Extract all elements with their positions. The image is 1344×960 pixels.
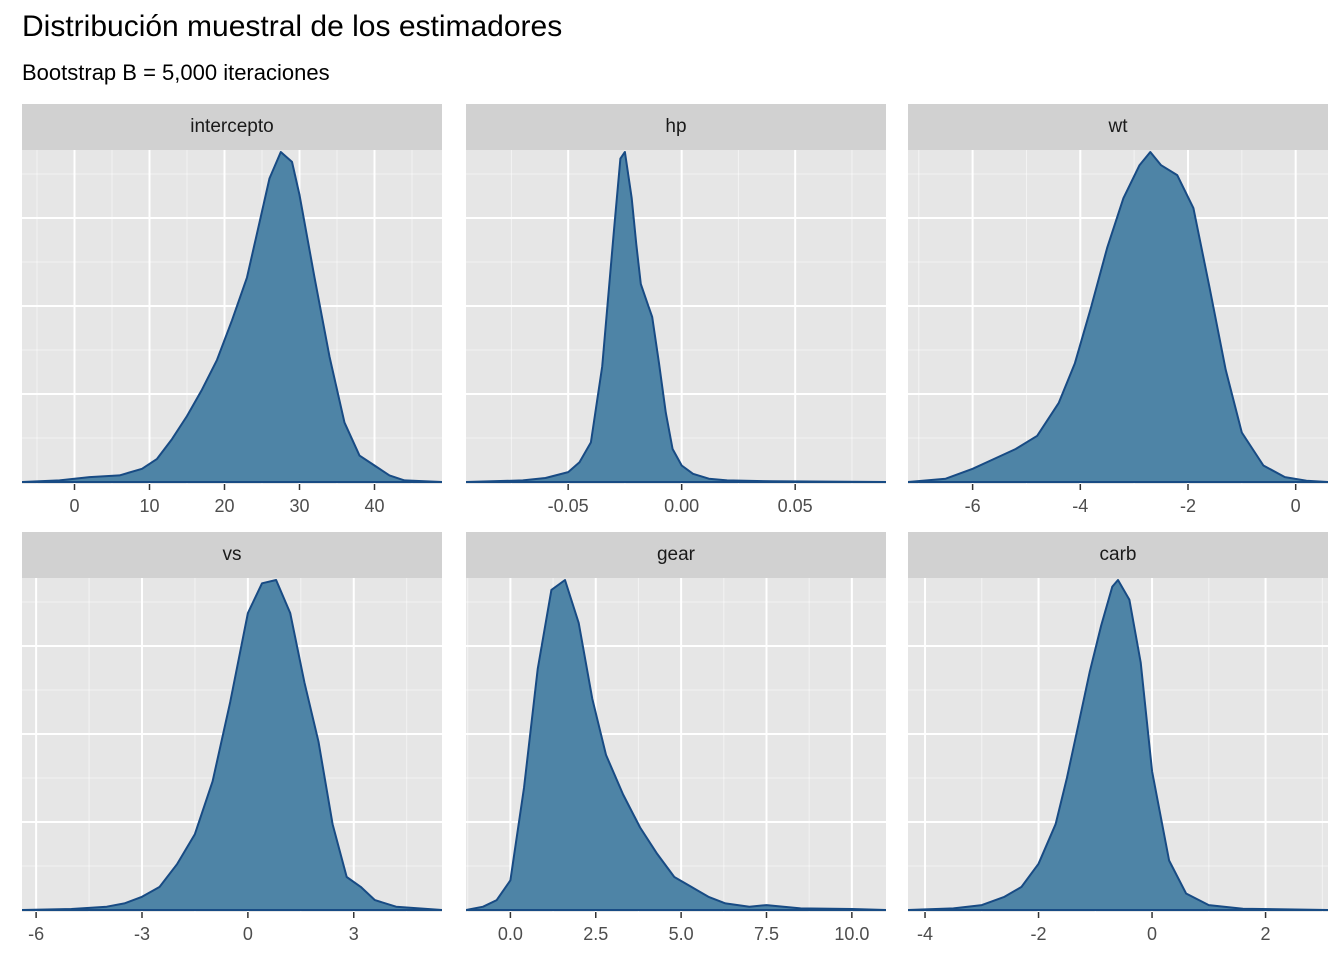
x-tick-label: 5.0 (669, 924, 694, 944)
facet-strip-label: carb (908, 532, 1328, 578)
x-tick-label: 7.5 (754, 924, 779, 944)
x-tick-label: 3 (349, 924, 359, 944)
density-plot: -6 -3 0 3 (22, 578, 442, 944)
facet-panel: gear 0.0 2.5 5.0 7.5 10.0 (466, 532, 886, 960)
chart-subtitle: Bootstrap B = 5,000 iteraciones (22, 60, 330, 85)
density-area (22, 151, 442, 483)
facet-panel: hp -0.05 0.00 0.05 (466, 104, 886, 532)
x-tick-label: 10.0 (834, 924, 869, 944)
density-area (908, 579, 1328, 911)
x-tick-label: 2.5 (583, 924, 608, 944)
density-area (22, 579, 442, 911)
density-area (908, 151, 1328, 483)
x-tick-label: 2 (1261, 924, 1271, 944)
x-tick-label: -2 (1031, 924, 1047, 944)
facet-panel: carb -4 -2 0 2 (908, 532, 1328, 960)
x-tick-label: 0 (69, 496, 79, 516)
facet-panel: wt -6 -4 -2 0 (908, 104, 1328, 532)
x-tick-label: 30 (289, 496, 309, 516)
x-tick-label: 0.05 (778, 496, 813, 516)
x-tick-label: 0.00 (664, 496, 699, 516)
density-plot: 0.0 2.5 5.0 7.5 10.0 (466, 578, 886, 944)
x-tick-label: 0 (243, 924, 253, 944)
facet-panel: intercepto 0 10 20 30 40 (22, 104, 442, 532)
x-tick-label: 0 (1147, 924, 1157, 944)
x-tick-label: -4 (1072, 496, 1088, 516)
facet-strip-label: hp (466, 104, 886, 150)
density-area (466, 151, 886, 483)
density-plot: -6 -4 -2 0 (908, 150, 1328, 516)
x-tick-label: -0.05 (548, 496, 589, 516)
chart-title: Distribución muestral de los estimadores (22, 10, 563, 43)
facet-strip-label: intercepto (22, 104, 442, 150)
x-tick-label: -4 (917, 924, 933, 944)
density-plot: -0.05 0.00 0.05 (466, 150, 886, 516)
x-tick-label: 0 (1291, 496, 1301, 516)
x-tick-label: -3 (134, 924, 150, 944)
x-tick-label: -6 (28, 924, 44, 944)
x-tick-label: 0.0 (498, 924, 523, 944)
density-area (466, 579, 886, 911)
facet-panel: vs -6 -3 0 3 (22, 532, 442, 960)
facet-strip-label: wt (908, 104, 1328, 150)
facet-strip-label: vs (22, 532, 442, 578)
x-tick-label: 10 (139, 496, 159, 516)
facet-strip-label: gear (466, 532, 886, 578)
panel-background (466, 150, 886, 484)
x-tick-label: -2 (1180, 496, 1196, 516)
x-tick-label: 20 (214, 496, 234, 516)
density-plot: -4 -2 0 2 (908, 578, 1328, 944)
density-plot: 0 10 20 30 40 (22, 150, 442, 516)
x-tick-label: -6 (965, 496, 981, 516)
x-tick-label: 40 (364, 496, 384, 516)
